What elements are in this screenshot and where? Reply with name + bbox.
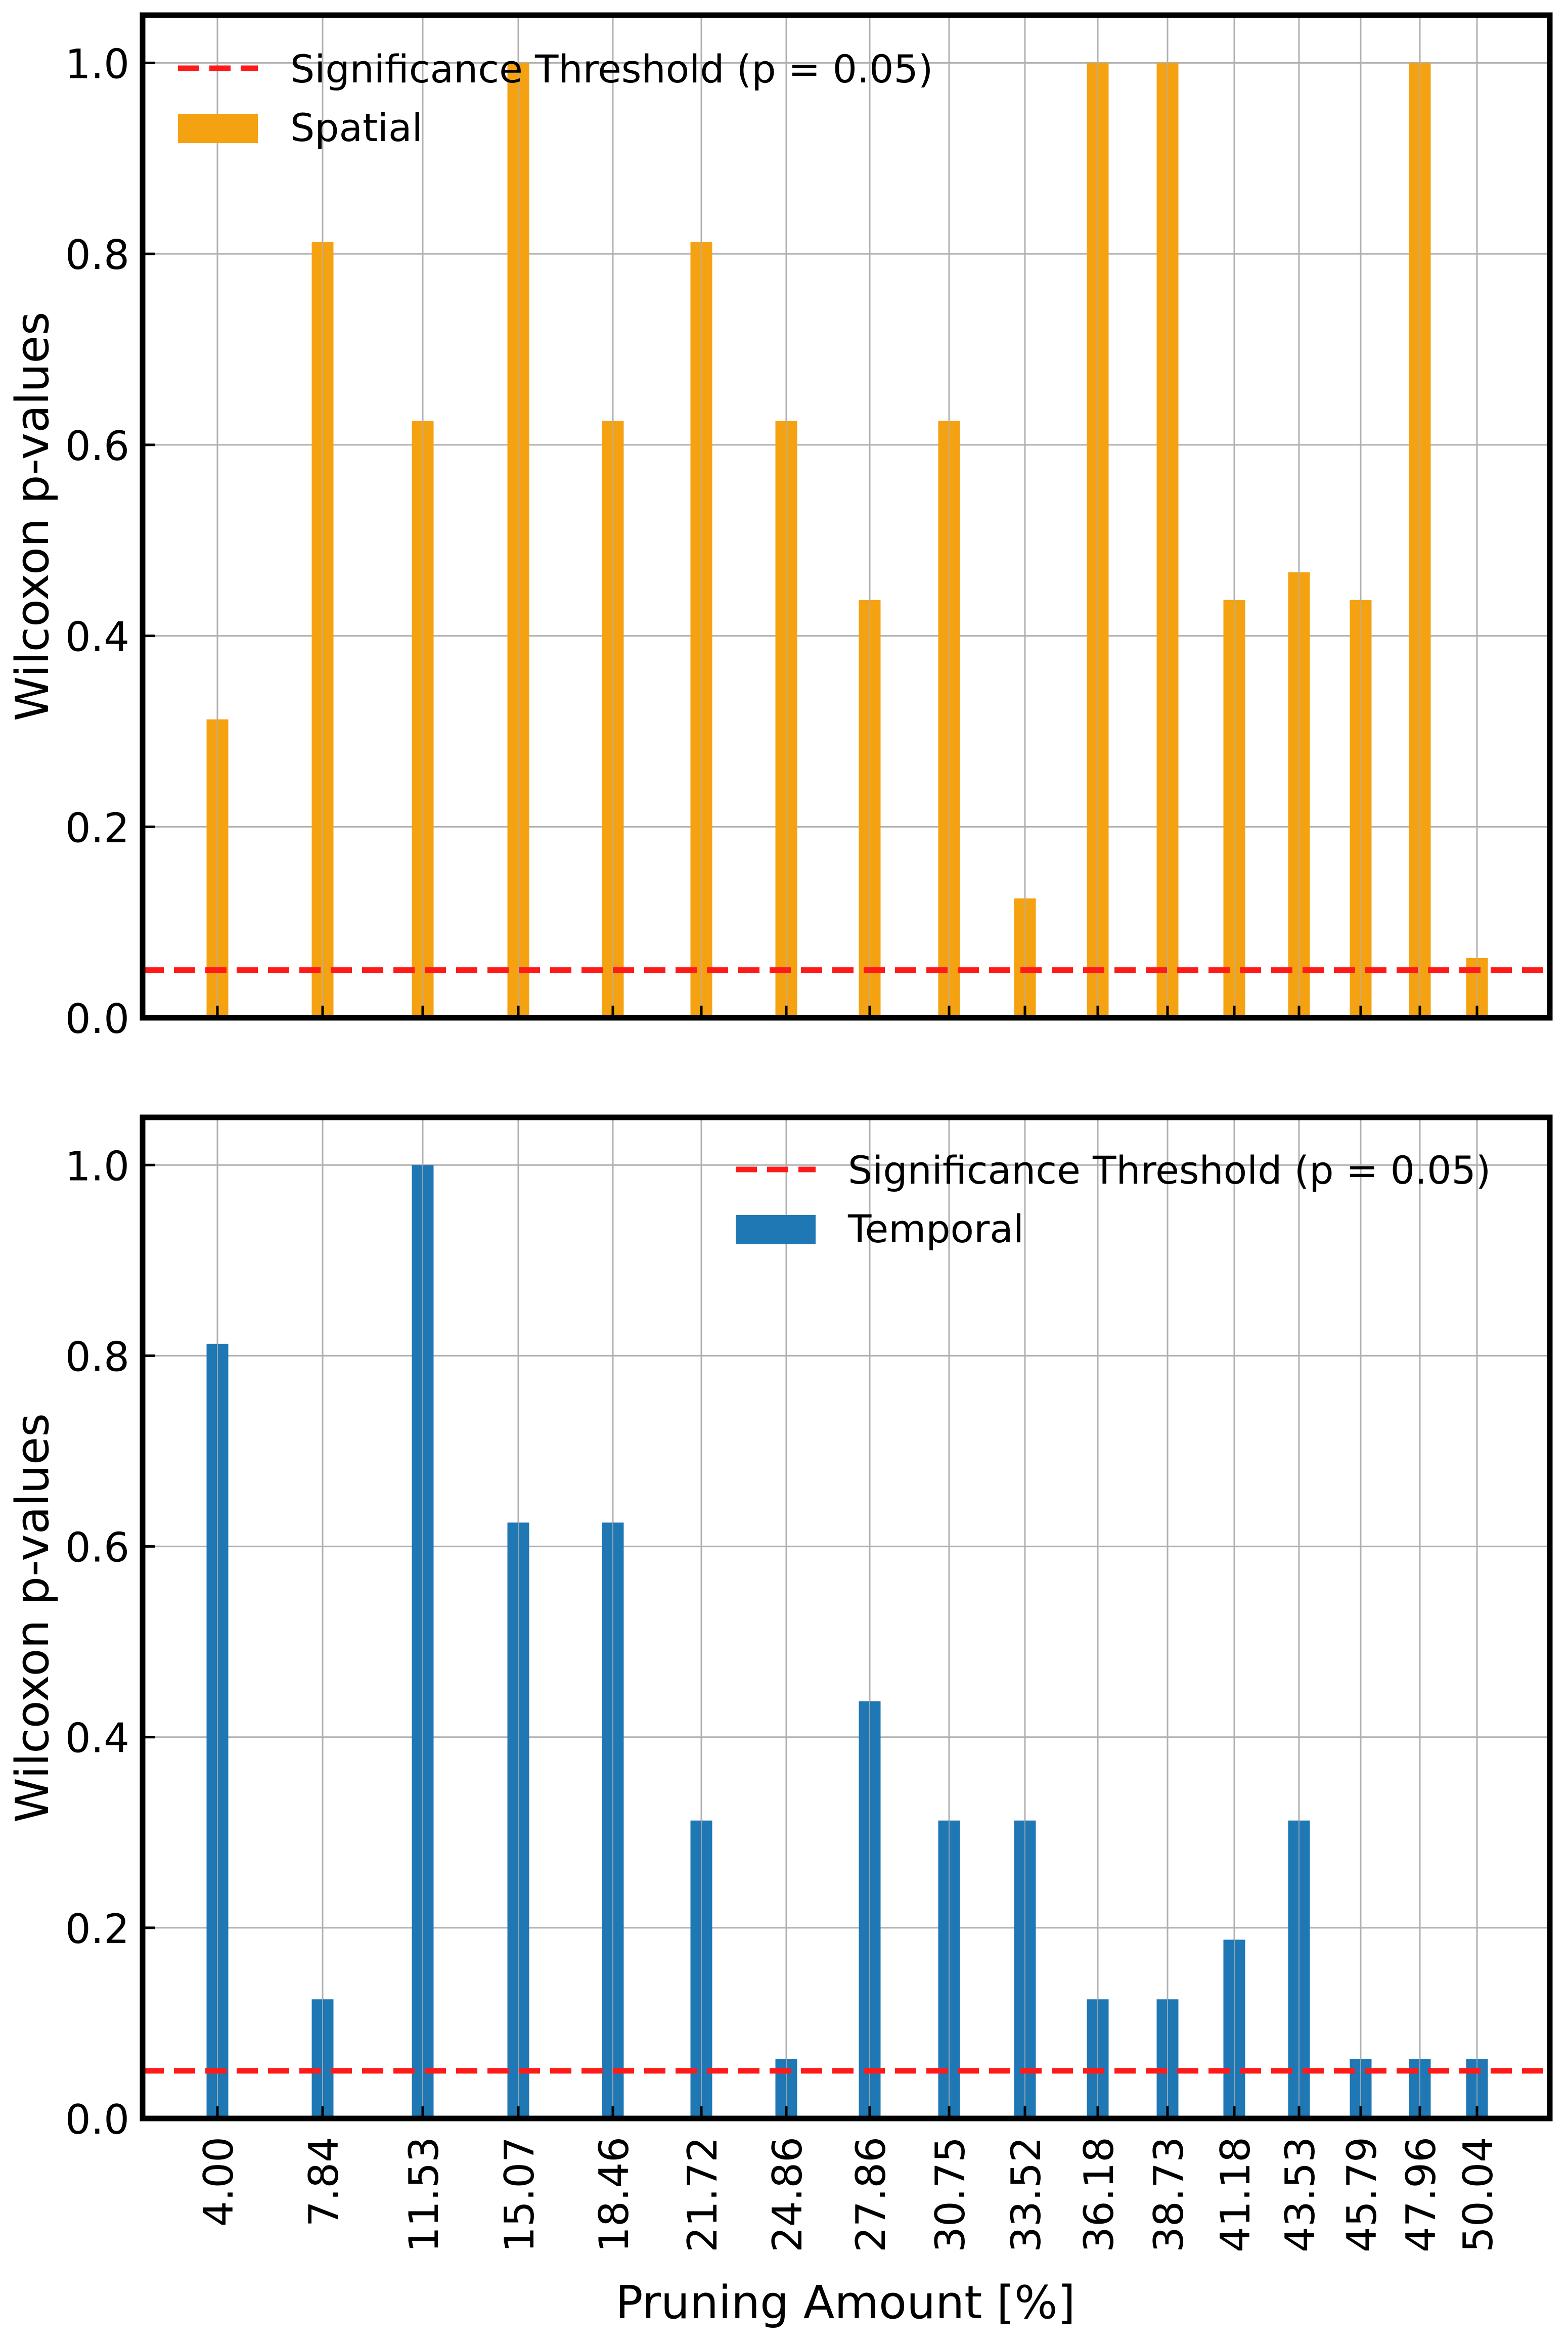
x-tick-label: 36.18 xyxy=(1076,2137,1123,2252)
y-tick-label: 1.0 xyxy=(65,1143,129,1190)
y-tick-label: 0.4 xyxy=(65,614,129,661)
y-axis-title: Wilcoxon p-values xyxy=(6,1413,59,1823)
legend-series-label: Spatial xyxy=(290,105,423,150)
x-tick-label: 7.84 xyxy=(300,2137,347,2227)
spatial-panel: 0.0 0.2 0.4 0.6 0.8 1.0 Wilcoxon p-values Signi… xyxy=(6,12,1553,1043)
y-tick-label: 1.0 xyxy=(65,40,129,87)
x-tick-label: 21.72 xyxy=(679,2137,726,2252)
x-tick-label: 41.18 xyxy=(1212,2137,1259,2252)
legend-threshold-label: Significance Threshold (p = 0.05) xyxy=(290,47,933,92)
x-tick-label: 38.73 xyxy=(1145,2137,1192,2252)
legend-series-swatch xyxy=(178,114,258,143)
y-axis-title: Wilcoxon p-values xyxy=(6,312,59,721)
x-tick-label: 18.46 xyxy=(591,2137,638,2252)
x-tick-label: 4.00 xyxy=(195,2137,242,2227)
axes-frame xyxy=(140,12,1553,1021)
y-tick-label: 0.0 xyxy=(65,996,129,1043)
x-tick-label: 50.04 xyxy=(1455,2137,1502,2252)
x-tick-label: 45.79 xyxy=(1338,2137,1385,2252)
x-tick-label: 15.07 xyxy=(496,2137,543,2252)
y-tick-label: 0.8 xyxy=(65,1333,129,1380)
x-tick-label: 30.75 xyxy=(927,2137,974,2252)
legend-series-swatch xyxy=(736,1215,816,1244)
x-tick-label: 11.53 xyxy=(400,2137,447,2252)
y-tick-label: 0.8 xyxy=(65,232,129,279)
x-tick-label: 47.96 xyxy=(1398,2137,1445,2252)
temporal-panel: 0.0 0.2 0.4 0.6 0.8 1.0 Wilcoxon p-values Signi… xyxy=(6,1114,1553,2252)
axes-frame xyxy=(140,1114,1553,2122)
y-tick-label: 0.2 xyxy=(65,1906,129,1953)
legend-series-label: Temporal xyxy=(847,1206,1024,1251)
x-tick-label: 33.52 xyxy=(1003,2137,1050,2252)
y-tick-label: 0.6 xyxy=(65,1524,129,1571)
x-tick-label: 43.53 xyxy=(1277,2137,1324,2252)
y-tick-label: 0.4 xyxy=(65,1715,129,1762)
x-tick-label: 24.86 xyxy=(764,2137,811,2252)
y-tick-label: 0.0 xyxy=(65,2096,129,2143)
legend-threshold-label: Significance Threshold (p = 0.05) xyxy=(848,1148,1491,1193)
y-tick-label: 0.6 xyxy=(65,423,129,470)
x-axis-title: Pruning Amount [%] xyxy=(615,2276,1076,2329)
y-tick-label: 0.2 xyxy=(65,804,129,851)
x-tick-label: 27.86 xyxy=(847,2137,894,2252)
